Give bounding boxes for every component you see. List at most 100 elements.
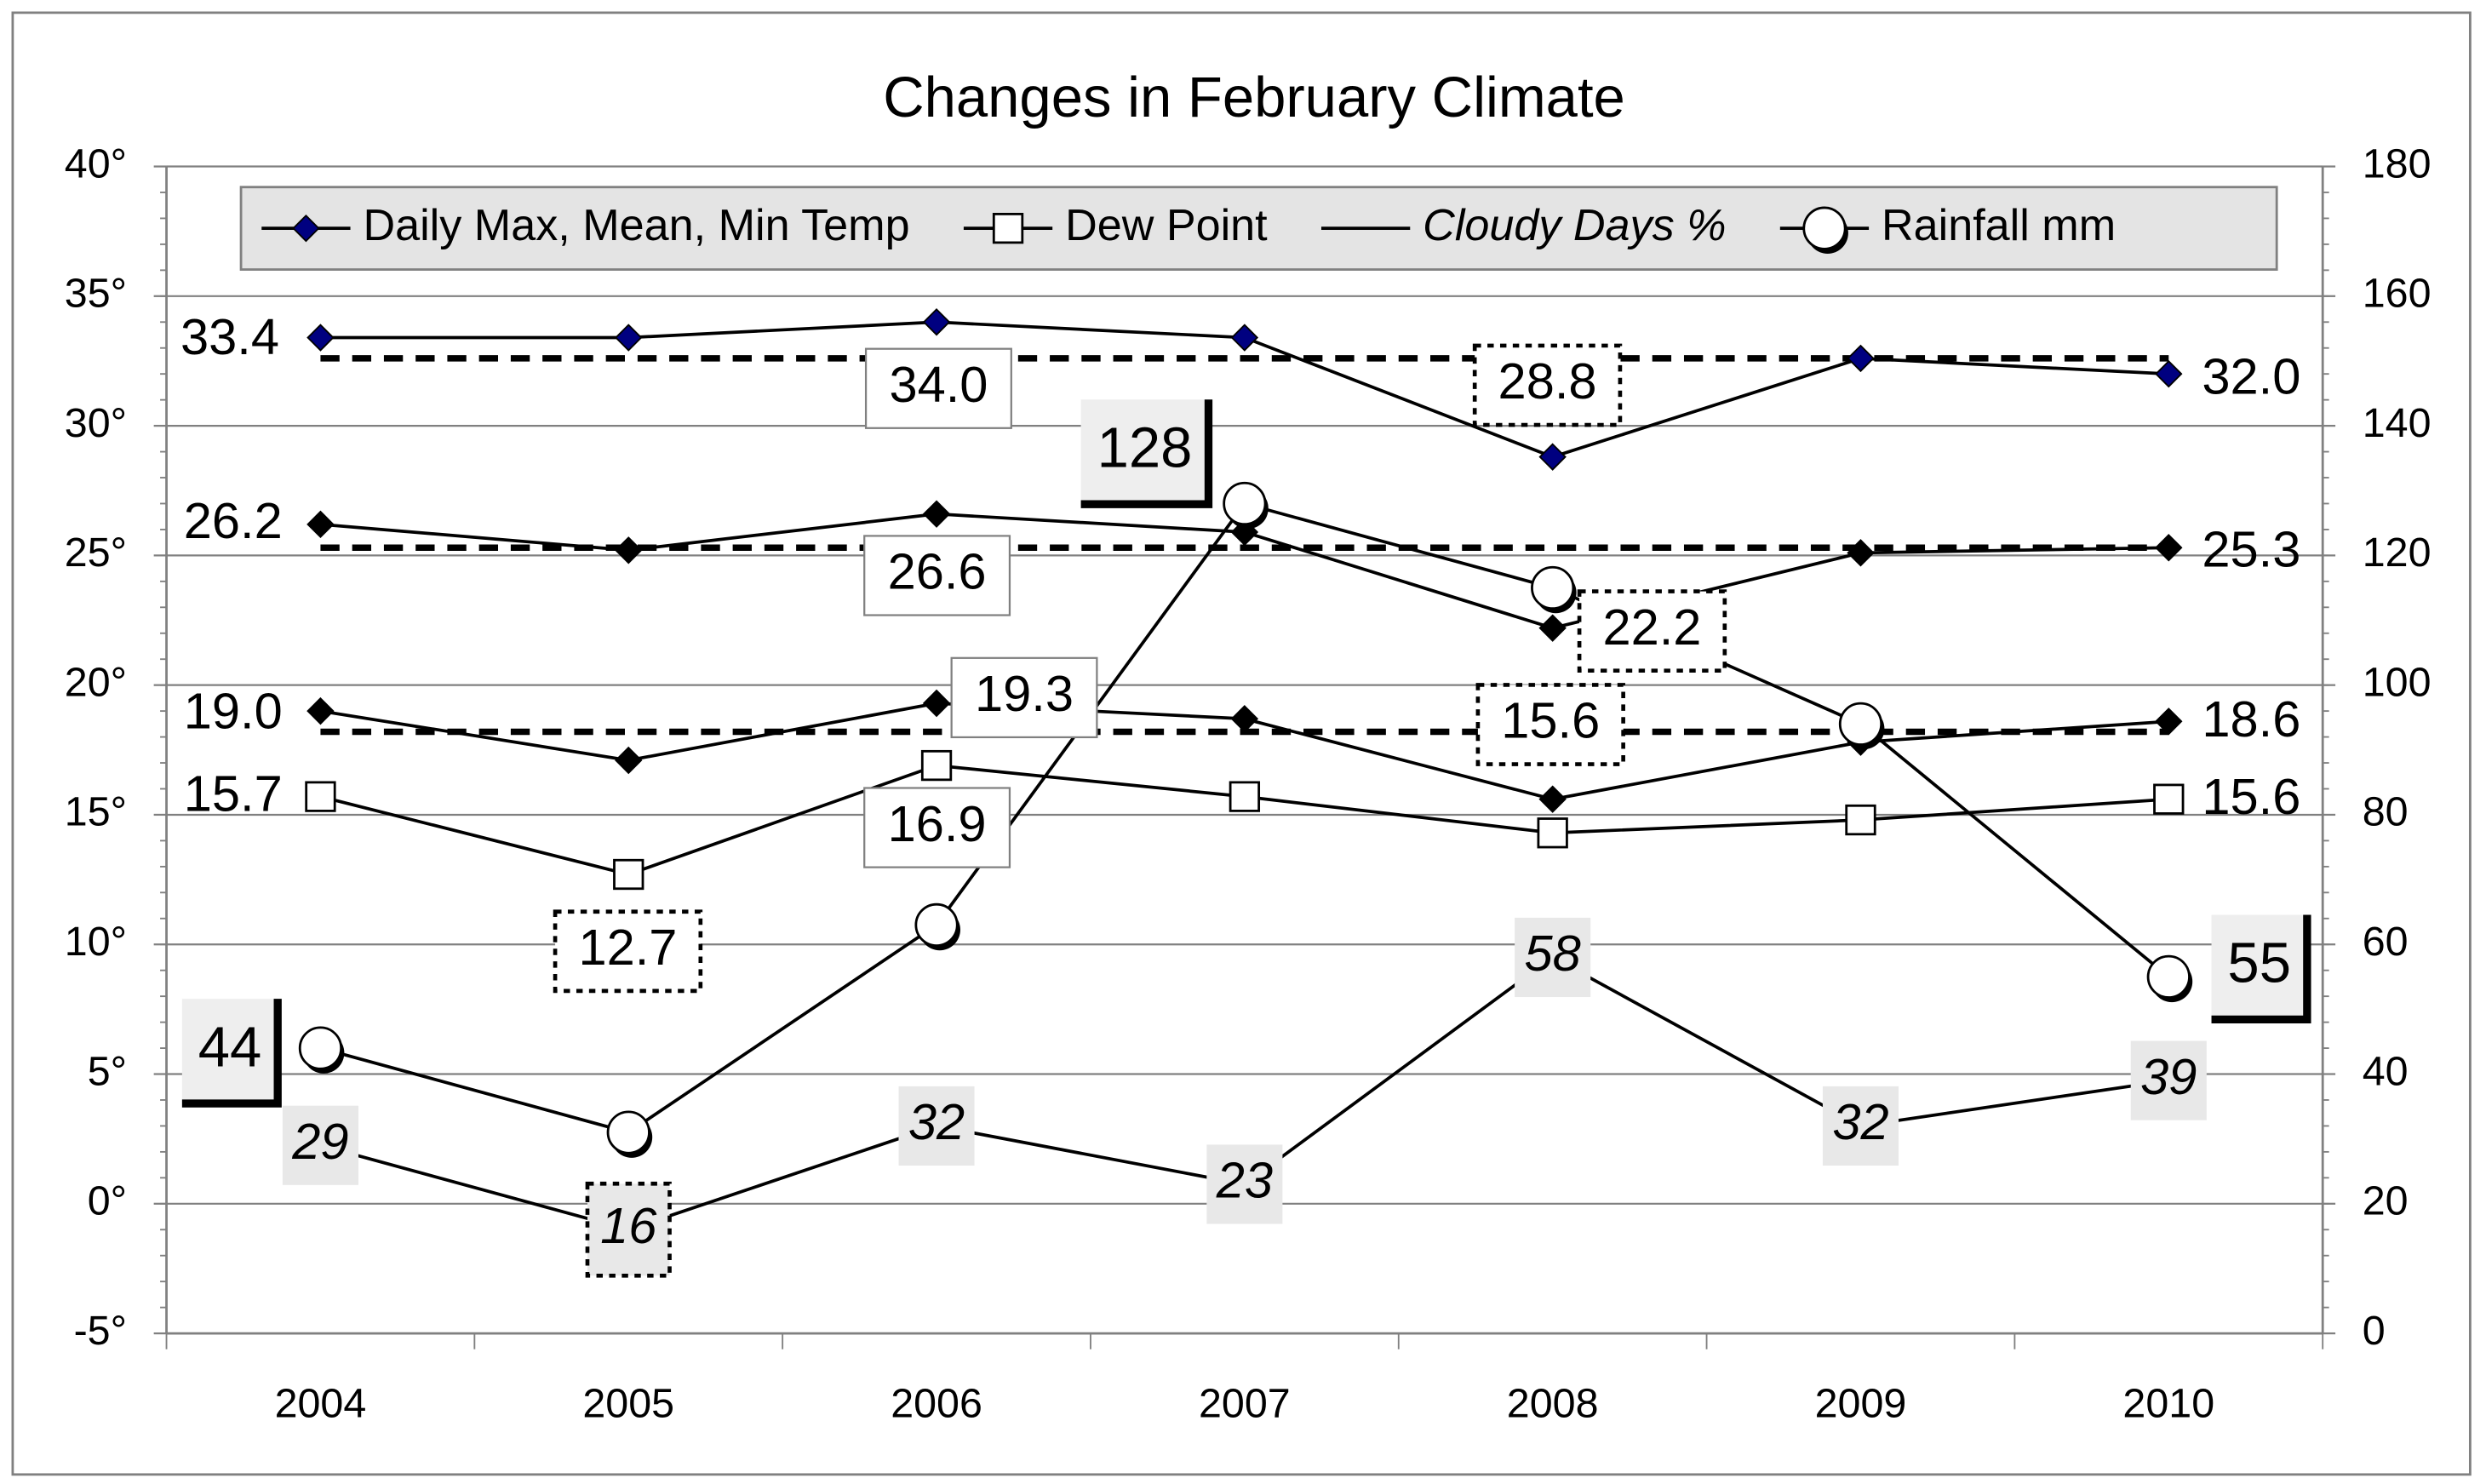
data-label: 39 xyxy=(2140,1048,2197,1105)
data-label: 12.7 xyxy=(578,919,677,976)
marker-diamond xyxy=(615,536,643,564)
data-label: 32 xyxy=(908,1093,965,1150)
data-label: 55 xyxy=(2227,931,2291,995)
data-label: 15.7 xyxy=(184,765,283,822)
marker-diamond xyxy=(1538,443,1567,471)
marker-diamond xyxy=(922,500,951,528)
data-label: 15.6 xyxy=(2202,768,2300,825)
y-tick-label: 15° xyxy=(65,789,127,835)
x-tick-label: 2004 xyxy=(275,1381,367,1427)
y2-tick-label: 140 xyxy=(2363,400,2432,446)
data-label: 28.8 xyxy=(1498,352,1597,410)
data-label: 22.2 xyxy=(1602,599,1701,656)
y-tick-label: 25° xyxy=(65,530,127,576)
marker-square xyxy=(992,212,1024,244)
x-tick-label: 2009 xyxy=(1815,1381,1907,1427)
marker-diamond xyxy=(306,696,335,725)
data-label: 15.6 xyxy=(1501,692,1600,749)
marker-diamond xyxy=(1847,539,1875,567)
data-label: 34.0 xyxy=(889,356,988,413)
marker-circle xyxy=(914,902,959,948)
x-tick-label: 2006 xyxy=(891,1381,982,1427)
data-label: 58 xyxy=(1525,925,1581,982)
marker-square xyxy=(305,781,336,812)
marker-square xyxy=(2153,783,2185,815)
data-label: 32.0 xyxy=(2202,348,2300,405)
marker-diamond xyxy=(1230,324,1259,352)
data-label: 128 xyxy=(1097,415,1193,479)
data-label: 16.9 xyxy=(888,795,987,852)
y2-tick-label: 20 xyxy=(2363,1178,2409,1224)
marker-circle xyxy=(1531,565,1575,610)
legend-label: Dew Point xyxy=(1065,201,1268,250)
x-tick-label: 2008 xyxy=(1507,1381,1599,1427)
marker-circle xyxy=(606,1110,650,1155)
chart-title: Changes in February Climate xyxy=(883,66,1625,129)
data-label: 33.4 xyxy=(180,308,279,365)
marker-diamond xyxy=(615,324,643,352)
legend: Daily Max, Mean, Min Temp Dew Point Cloudy… xyxy=(239,186,2278,271)
y2-tick-label: 160 xyxy=(2363,271,2432,317)
marker-circle xyxy=(1838,702,1883,746)
marker-diamond xyxy=(1847,344,1875,373)
marker-diamond xyxy=(2155,359,2183,388)
data-label: 19.0 xyxy=(184,683,283,740)
y2-tick-label: 120 xyxy=(2363,530,2432,576)
marker-circle xyxy=(2146,954,2191,999)
label-box xyxy=(1822,1086,1899,1166)
marker-diamond xyxy=(292,214,320,243)
y-tick-label: 35° xyxy=(65,271,127,317)
x-tick-label: 2005 xyxy=(582,1381,674,1427)
y2-tick-label: 80 xyxy=(2363,789,2409,835)
x-tick-label: 2007 xyxy=(1199,1381,1291,1427)
data-label: 23 xyxy=(1216,1152,1273,1209)
marker-diamond xyxy=(1538,614,1567,642)
label-box xyxy=(2211,914,2307,1020)
y2-tick-label: 40 xyxy=(2363,1048,2409,1094)
y-tick-label: -5° xyxy=(74,1308,127,1354)
y2-tick-label: 100 xyxy=(2363,659,2432,705)
marker-diamond xyxy=(306,510,335,539)
marker-diamond xyxy=(2155,708,2183,736)
marker-diamond xyxy=(306,324,335,352)
data-label: 29 xyxy=(291,1113,348,1170)
marker-square xyxy=(1229,781,1261,812)
label-box xyxy=(181,999,278,1104)
label-shadow xyxy=(2211,914,2311,1024)
label-box xyxy=(1080,399,1209,505)
y-tick-label: 20° xyxy=(65,659,127,705)
legend-label: Cloudy Days % xyxy=(1423,201,1726,250)
label-box xyxy=(950,656,1098,739)
marker-square xyxy=(613,858,644,891)
label-box xyxy=(864,347,1012,429)
marker-square xyxy=(1537,817,1568,849)
y-tick-label: 30° xyxy=(65,400,127,446)
label-box xyxy=(863,535,1011,616)
y2-tick-label: 0 xyxy=(2363,1308,2386,1354)
y2-tick-label: 180 xyxy=(2363,140,2432,186)
legend-label: Daily Max, Mean, Min Temp xyxy=(363,201,909,250)
data-label: 16 xyxy=(600,1197,657,1254)
marker-square xyxy=(920,749,953,782)
data-label: 44 xyxy=(198,1015,262,1079)
label-shadow xyxy=(181,999,282,1108)
data-label: 32 xyxy=(1832,1093,1888,1150)
marker-diamond xyxy=(922,308,951,336)
label-box xyxy=(1206,1144,1283,1224)
marker-diamond xyxy=(922,689,951,718)
y-tick-label: 10° xyxy=(65,919,127,965)
legend-box xyxy=(239,186,2278,271)
y-tick-label: 40° xyxy=(65,140,127,186)
label-shadow xyxy=(1080,399,1213,508)
label-box xyxy=(863,787,1011,868)
marker-diamond xyxy=(615,746,643,775)
legend-label: Rainfall mm xyxy=(1882,201,2116,250)
data-label: 26.6 xyxy=(888,543,987,600)
data-label: 25.3 xyxy=(2202,521,2300,578)
marker-diamond xyxy=(1538,785,1567,813)
marker-circle xyxy=(1223,481,1267,526)
label-box xyxy=(2130,1040,2207,1120)
label-box xyxy=(1472,343,1623,427)
marker-diamond xyxy=(1230,705,1259,733)
